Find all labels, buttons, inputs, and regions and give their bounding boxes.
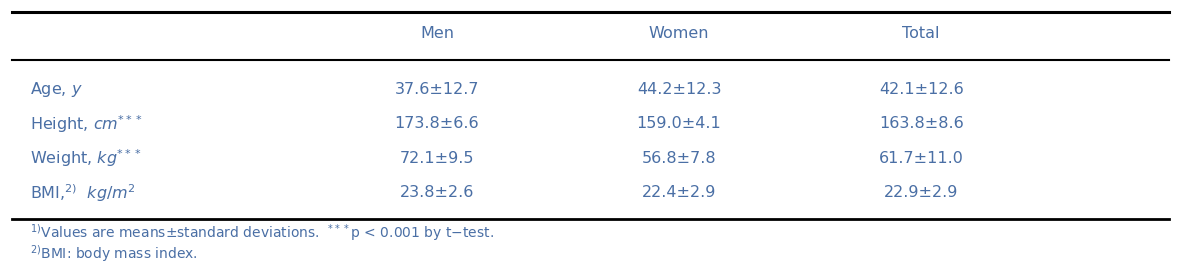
Text: Age, $y$: Age, $y$ xyxy=(30,80,83,99)
Text: $^{1)}$Values are means±standard deviations.  $^{***}$p < 0.001 by t−test.: $^{1)}$Values are means±standard deviati… xyxy=(30,222,494,243)
Text: 22.9±2.9: 22.9±2.9 xyxy=(885,185,958,200)
Text: Women: Women xyxy=(648,26,710,41)
Text: Total: Total xyxy=(902,26,940,41)
Text: 163.8±8.6: 163.8±8.6 xyxy=(879,116,964,131)
Text: $^{2)}$BMI: body mass index.: $^{2)}$BMI: body mass index. xyxy=(30,244,197,264)
Text: Height, $cm$$^{***}$: Height, $cm$$^{***}$ xyxy=(30,113,142,135)
Text: 61.7±11.0: 61.7±11.0 xyxy=(879,151,964,166)
Text: 159.0±4.1: 159.0±4.1 xyxy=(637,116,722,131)
Text: 173.8±6.6: 173.8±6.6 xyxy=(394,116,479,131)
Text: 72.1±9.5: 72.1±9.5 xyxy=(399,151,475,166)
Text: 23.8±2.6: 23.8±2.6 xyxy=(400,185,474,200)
Text: Men: Men xyxy=(420,26,454,41)
Text: 44.2±12.3: 44.2±12.3 xyxy=(637,82,722,97)
Text: Weight, $kg$$^{***}$: Weight, $kg$$^{***}$ xyxy=(30,147,141,169)
Text: BMI,$^{2)}$  $kg/m^2$: BMI,$^{2)}$ $kg/m^2$ xyxy=(30,182,136,204)
Text: 37.6±12.7: 37.6±12.7 xyxy=(394,82,479,97)
Text: 56.8±7.8: 56.8±7.8 xyxy=(641,151,717,166)
Text: 42.1±12.6: 42.1±12.6 xyxy=(879,82,964,97)
Text: 22.4±2.9: 22.4±2.9 xyxy=(642,185,716,200)
